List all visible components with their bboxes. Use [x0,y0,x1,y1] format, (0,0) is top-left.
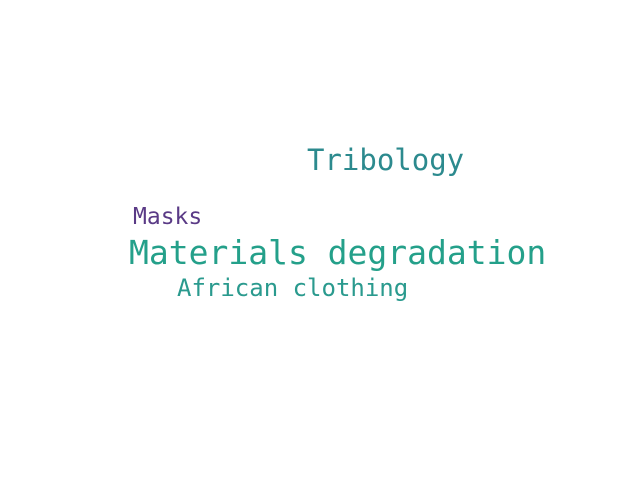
word-materials-degradation: Materials degradation [129,233,547,272]
word-masks: Masks [133,204,203,230]
word-african-clothing: African clothing [177,274,409,302]
word-tribology: Tribology [307,143,465,177]
